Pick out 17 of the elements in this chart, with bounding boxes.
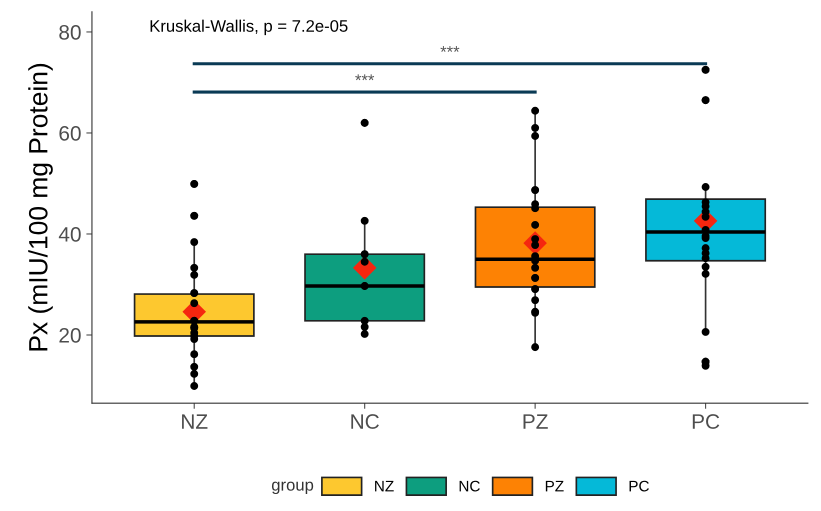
x-tick-label: NC (351, 414, 379, 429)
y-axis-title: Px (mIU/100 mg Protein) (28, 64, 53, 350)
x-tick-label: PC (692, 414, 720, 429)
x-tick-label: PZ (524, 414, 548, 429)
annotation: Kruskal-Wallis, p = 7.2e-05 (150, 20, 348, 36)
legend-label: PC (630, 480, 649, 492)
x-tick-label: NZ (182, 414, 208, 429)
y-tick-label: 60 (59, 126, 81, 141)
annotation: *** (440, 46, 460, 52)
legend-title: group (272, 482, 314, 494)
legend-label: PZ (546, 480, 564, 492)
y-tick-label: 80 (59, 24, 81, 40)
y-tick-label: 40 (58, 226, 81, 242)
y-tick-label: 20 (59, 328, 81, 343)
legend-label: NC (460, 480, 480, 492)
annotation: *** (355, 74, 374, 80)
legend-label: NZ (375, 480, 394, 492)
